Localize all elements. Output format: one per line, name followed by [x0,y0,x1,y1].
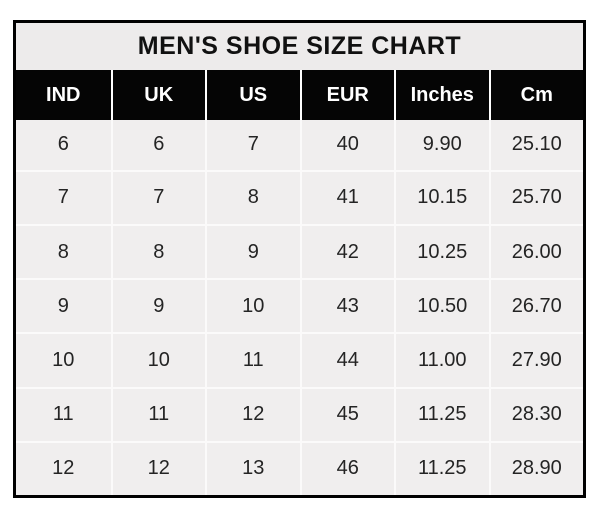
table-cell: 11.25 [394,386,489,441]
table-cell: 11 [16,386,111,441]
table-cell: 11.25 [394,440,489,495]
col-header-eur: EUR [299,70,394,120]
table-cell: 26.70 [488,278,583,333]
table-cell: 10 [205,278,300,333]
table-cell: 46 [299,440,394,495]
table-row: 12 12 13 46 11.25 28.90 [16,440,583,495]
table-cell: 41 [299,169,394,225]
table-cell: 12 [110,440,205,495]
table-row: 11 11 12 45 11.25 28.30 [16,386,583,441]
column-header-row: IND UK US EUR Inches Cm [16,70,583,120]
table-cell: 7 [110,169,205,225]
page-title: MEN'S SHOE SIZE CHART [16,23,583,70]
table-cell: 12 [16,440,111,495]
shoe-size-chart-table: MEN'S SHOE SIZE CHART IND UK US EUR Inch… [13,20,586,498]
table-row: 6 6 7 40 9.90 25.10 [16,120,583,170]
col-header-cm: Cm [488,70,583,120]
table-cell: 40 [299,120,394,170]
table-cell: 44 [299,332,394,387]
table-cell: 43 [299,278,394,333]
table-cell: 27.90 [488,332,583,387]
table-cell: 8 [205,169,300,225]
table-cell: 12 [205,386,300,441]
table-cell: 11 [110,386,205,441]
table-cell: 10.15 [394,169,489,225]
table-cell: 11 [205,332,300,387]
table-row: 9 9 10 43 10.50 26.70 [16,278,583,333]
table-cell: 9 [110,278,205,333]
table-cell: 7 [16,169,111,225]
table-cell: 8 [110,224,205,279]
col-header-inches: Inches [394,70,489,120]
table-cell: 25.10 [488,120,583,170]
table-cell: 11.00 [394,332,489,387]
col-header-uk: UK [110,70,205,120]
table-cell: 10 [110,332,205,387]
table-row: 10 10 11 44 11.00 27.90 [16,332,583,387]
table-cell: 7 [205,120,300,170]
col-header-ind: IND [16,70,111,120]
table-cell: 9 [16,278,111,333]
table-cell: 28.30 [488,386,583,441]
table-cell: 10.25 [394,224,489,279]
table-cell: 28.90 [488,440,583,495]
table-cell: 6 [110,120,205,170]
table-row: 8 8 9 42 10.25 26.00 [16,224,583,279]
col-header-us: US [205,70,300,120]
table-cell: 8 [16,224,111,279]
table-cell: 26.00 [488,224,583,279]
title-row: MEN'S SHOE SIZE CHART [16,23,583,70]
table-cell: 10 [16,332,111,387]
table-cell: 9.90 [394,120,489,170]
table-row: 7 7 8 41 10.15 25.70 [16,169,583,225]
table-cell: 10.50 [394,278,489,333]
table-cell: 13 [205,440,300,495]
table-cell: 25.70 [488,169,583,225]
table-cell: 6 [16,120,111,170]
table-cell: 45 [299,386,394,441]
table-cell: 42 [299,224,394,279]
table-cell: 9 [205,224,300,279]
